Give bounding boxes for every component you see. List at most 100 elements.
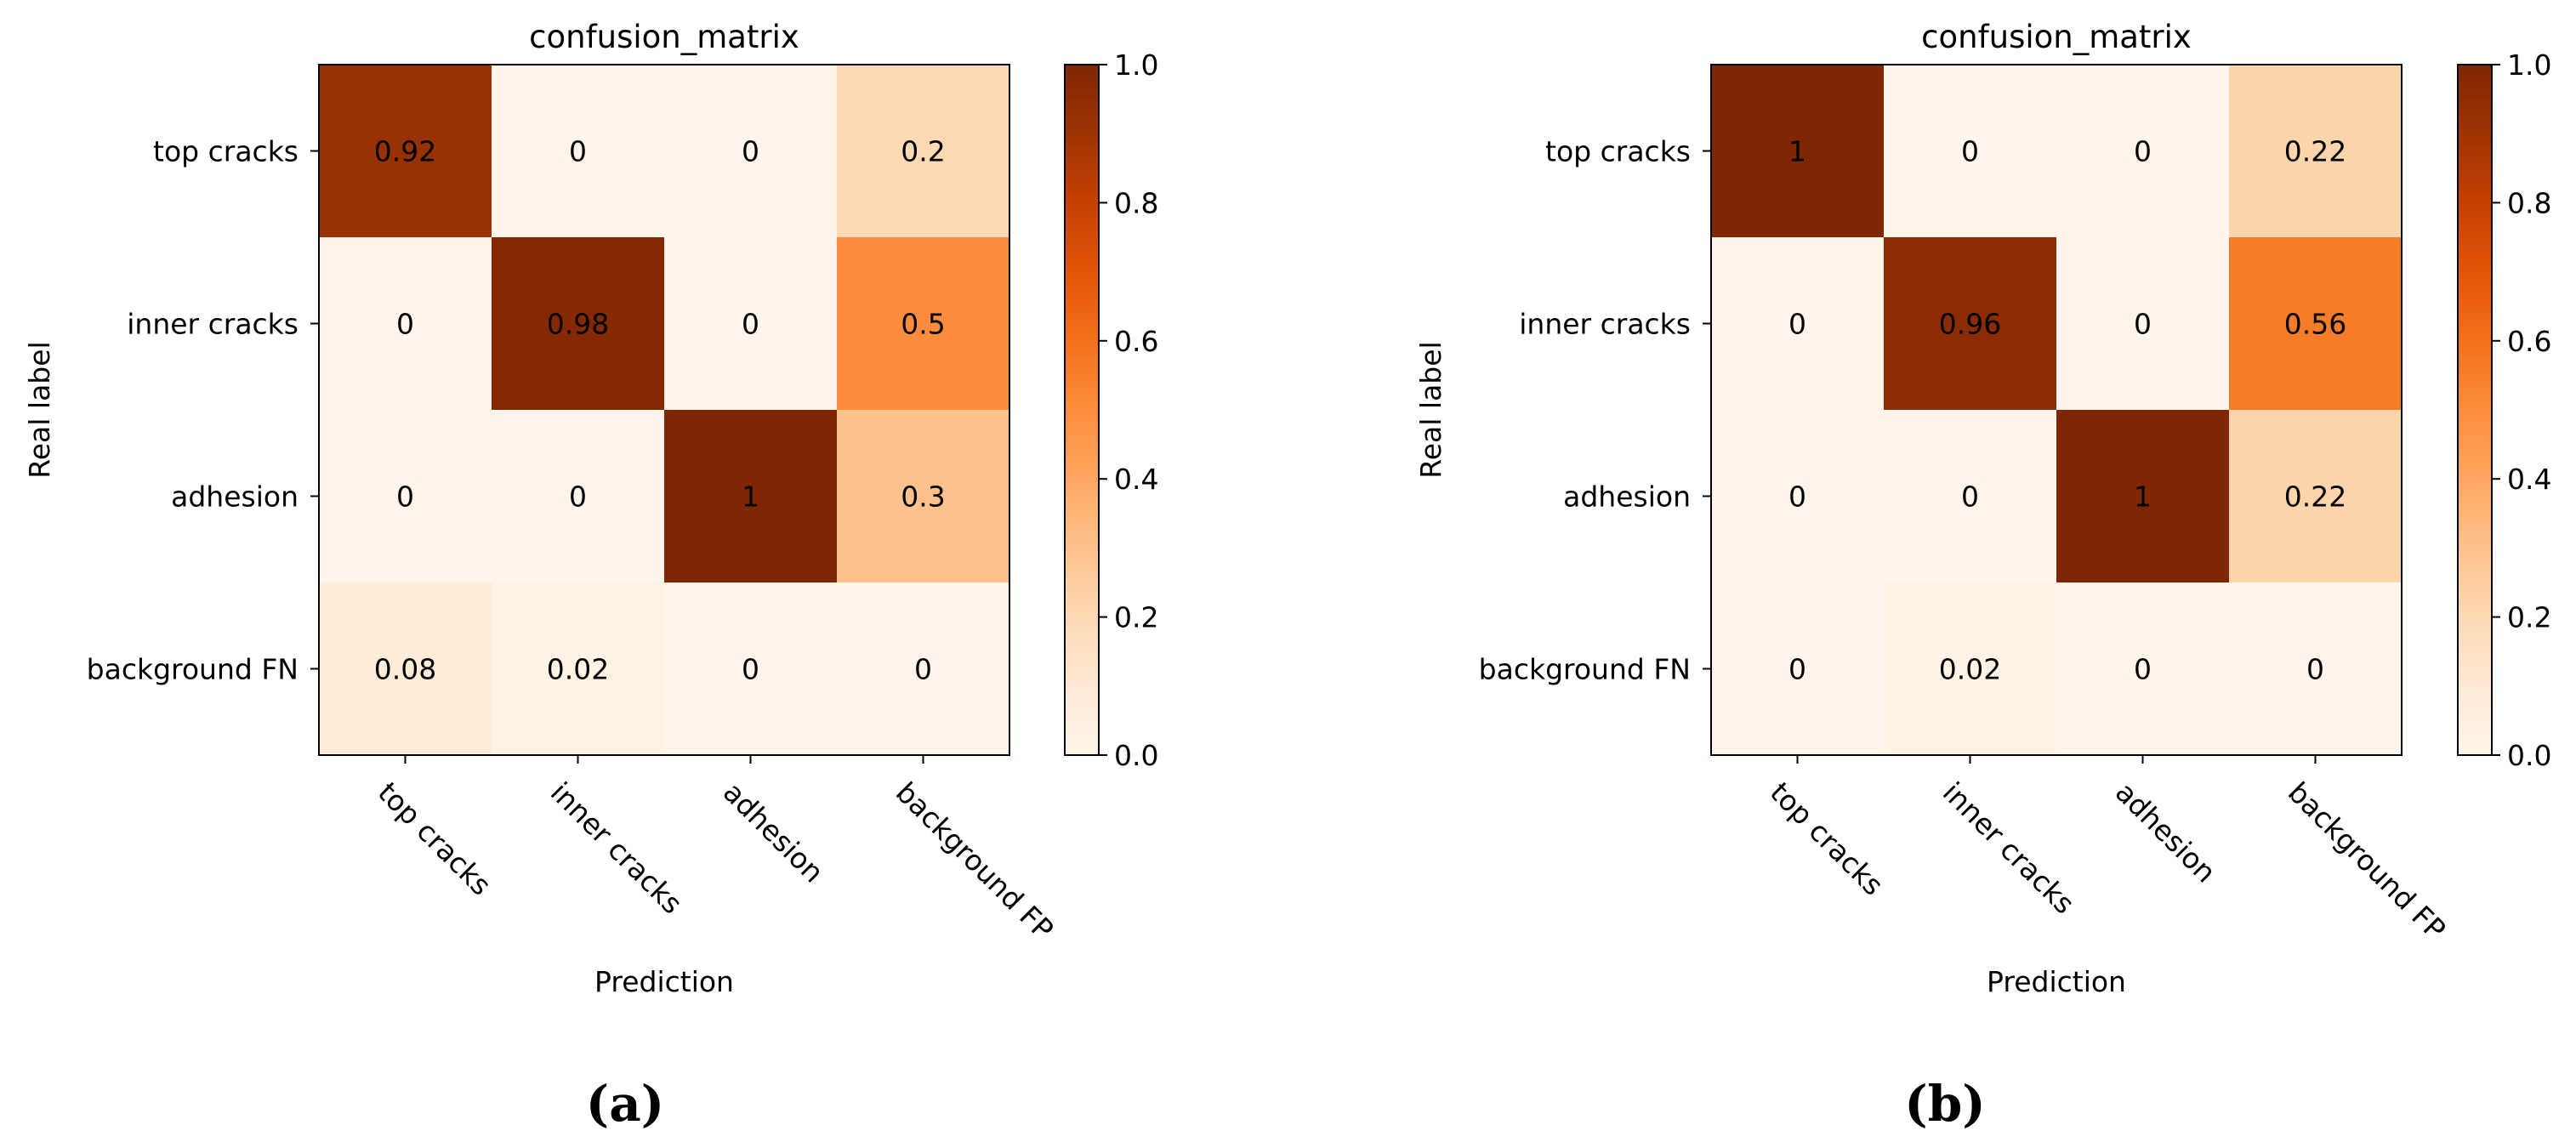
heatmap-cell bbox=[1884, 410, 2057, 583]
heatmap-cell bbox=[319, 582, 492, 756]
cell-value-label: 0 bbox=[396, 480, 414, 514]
cell-value-label: 0 bbox=[2134, 308, 2152, 341]
chart-title: confusion_matrix bbox=[1921, 19, 2192, 55]
heatmap-cell bbox=[1711, 582, 1885, 756]
heatmap-cell bbox=[1884, 65, 2057, 238]
cell-value-label: 0 bbox=[914, 653, 932, 686]
heatmap-cell bbox=[2056, 410, 2230, 583]
cell-value-label: 0 bbox=[742, 653, 759, 686]
colorbar-tick-label: 0.6 bbox=[2507, 325, 2551, 358]
heatmap-cell bbox=[492, 582, 665, 756]
x-tick-label: inner cracks bbox=[544, 776, 689, 920]
y-tick-label: background FN bbox=[87, 653, 299, 686]
y-tick-label: inner cracks bbox=[127, 308, 299, 341]
cell-value-label: 0.5 bbox=[901, 308, 945, 341]
plot-frame bbox=[1710, 64, 2403, 756]
x-axis-label: Prediction bbox=[594, 965, 734, 998]
panel-caption: (a) bbox=[586, 1075, 664, 1133]
y-tick-label: top cracks bbox=[1545, 135, 1691, 168]
heatmap-cell bbox=[319, 65, 492, 238]
panel-caption: (b) bbox=[1904, 1075, 1985, 1133]
chart-title: confusion_matrix bbox=[529, 19, 799, 55]
cell-value-label: 0 bbox=[396, 308, 414, 341]
heatmap-cell bbox=[2229, 237, 2403, 411]
plot-frame bbox=[318, 64, 1010, 756]
cell-value-label: 0.96 bbox=[1939, 308, 2001, 341]
confusion-matrix-panel-a: 0.92 0 0 0.2 0 0.98 0 0.5 0 0 1 0.3 0.08 0.02 0 0 confus… bbox=[23, 19, 1158, 1133]
heatmap-cell bbox=[492, 237, 665, 411]
y-tick-label: adhesion bbox=[171, 480, 299, 514]
cell-value-label: 0 bbox=[1961, 135, 1979, 168]
heatmap-cell bbox=[319, 410, 492, 583]
colorbar bbox=[2457, 64, 2493, 756]
cell-value-label: 0 bbox=[2134, 135, 2152, 168]
heatmap-cell bbox=[837, 410, 1010, 583]
confusion-matrix-panel-b: 1 0 0 0.22 0 0.96 0 0.56 0 0 1 0.22 0 0.02 0 0 confusion… bbox=[1414, 19, 2551, 1133]
colorbar-tick-label: 0.0 bbox=[2507, 739, 2551, 772]
cell-value-label: 1 bbox=[1788, 135, 1806, 168]
y-tick-label: top cracks bbox=[153, 135, 299, 168]
cell-value-label: 0 bbox=[1788, 480, 1806, 514]
heatmap-cell bbox=[1711, 237, 1885, 411]
heatmap-cell bbox=[492, 410, 665, 583]
y-axis-label: Real label bbox=[1414, 341, 1447, 478]
heatmap-cell bbox=[1884, 237, 2057, 411]
colorbar bbox=[1064, 64, 1100, 756]
x-axis-label: Prediction bbox=[1987, 965, 2126, 998]
cell-value-label: 0.92 bbox=[374, 135, 436, 168]
x-tick-label: adhesion bbox=[717, 776, 831, 889]
cell-value-label: 0 bbox=[569, 480, 587, 514]
colorbar-tick-label: 0.6 bbox=[1114, 325, 1158, 358]
heatmap-cell bbox=[1711, 65, 1885, 238]
colorbar-tick-label: 1.0 bbox=[1114, 48, 1158, 82]
colorbar-tick-label: 0.4 bbox=[1114, 463, 1158, 496]
cell-value-label: 0.02 bbox=[1939, 653, 2001, 686]
heatmap-cell bbox=[492, 65, 665, 238]
cell-value-label: 0.56 bbox=[2284, 308, 2346, 341]
x-tick-label: background FP bbox=[890, 776, 1061, 946]
heatmap-cell bbox=[2229, 65, 2403, 238]
colorbar-tick-label: 0.8 bbox=[1114, 186, 1158, 219]
heatmap-cell bbox=[837, 237, 1010, 411]
cell-value-label: 0 bbox=[1788, 308, 1806, 341]
colorbar-tick-label: 0.4 bbox=[2507, 463, 2551, 496]
cell-value-label: 0.02 bbox=[547, 653, 609, 686]
heatmap-cell bbox=[1884, 582, 2057, 756]
cell-value-label: 0 bbox=[2306, 653, 2324, 686]
heatmap-cell bbox=[2056, 237, 2230, 411]
heatmap-cell bbox=[2229, 410, 2403, 583]
y-tick-label: adhesion bbox=[1563, 480, 1691, 514]
y-tick-label: inner cracks bbox=[1519, 308, 1691, 341]
heatmap-cell bbox=[2056, 582, 2230, 756]
heatmap-cell bbox=[319, 237, 492, 411]
cell-value-label: 0 bbox=[1788, 653, 1806, 686]
cell-value-label: 0.22 bbox=[2284, 135, 2346, 168]
cell-value-label: 0 bbox=[742, 135, 759, 168]
cell-value-label: 1 bbox=[2134, 480, 2152, 514]
cell-value-label: 0.98 bbox=[547, 308, 609, 341]
colorbar-tick-label: 0.0 bbox=[1114, 739, 1158, 772]
heatmap-cell bbox=[1711, 410, 1885, 583]
heatmap-cell bbox=[664, 65, 838, 238]
cell-value-label: 0 bbox=[2134, 653, 2152, 686]
heatmap-cell bbox=[2056, 65, 2230, 238]
colorbar-tick-label: 1.0 bbox=[2507, 48, 2551, 82]
heatmap-cell bbox=[664, 582, 838, 756]
y-axis-label: Real label bbox=[23, 341, 56, 478]
cell-value-label: 1 bbox=[742, 480, 759, 514]
cell-value-label: 0 bbox=[1961, 480, 1979, 514]
cell-value-label: 0.22 bbox=[2284, 480, 2346, 514]
colorbar-tick-label: 0.2 bbox=[2507, 601, 2551, 634]
x-tick-label: background FP bbox=[2282, 776, 2453, 946]
x-tick-label: adhesion bbox=[2109, 776, 2223, 889]
cell-value-label: 0 bbox=[569, 135, 587, 168]
heatmap-cell bbox=[837, 65, 1010, 238]
heatmap-cell bbox=[664, 237, 838, 411]
colorbar-tick-label: 0.2 bbox=[1114, 601, 1158, 634]
y-tick-label: background FN bbox=[1479, 653, 1691, 686]
heatmap-cell bbox=[837, 582, 1010, 756]
heatmap-cell bbox=[2229, 582, 2403, 756]
heatmap-cell bbox=[664, 410, 838, 583]
cell-value-label: 0 bbox=[742, 308, 759, 341]
